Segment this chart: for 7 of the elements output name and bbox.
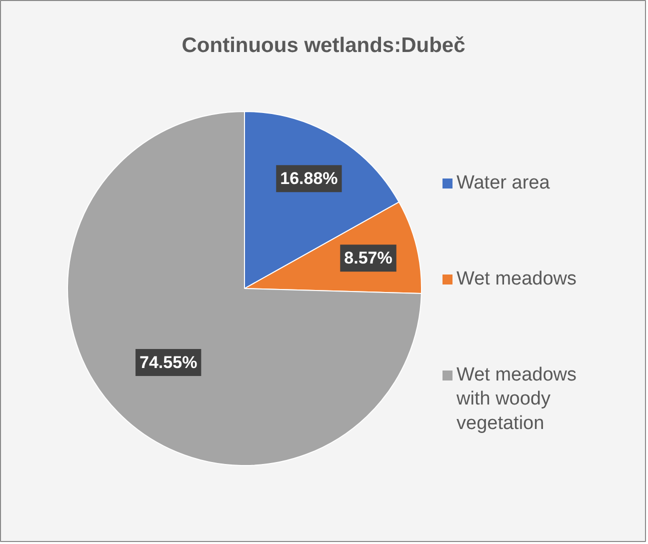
data-label: 8.57% <box>344 248 392 268</box>
data-label: 16.88% <box>280 169 338 188</box>
legend-label: Wet meadows <box>456 268 577 290</box>
chart-title: Continuous wetlands:Dubeč <box>182 34 466 57</box>
legend-label: Wet meadows with woody vegetation <box>456 364 577 434</box>
data-label: 74.55% <box>140 353 198 372</box>
legend-label: Water area <box>456 172 550 194</box>
